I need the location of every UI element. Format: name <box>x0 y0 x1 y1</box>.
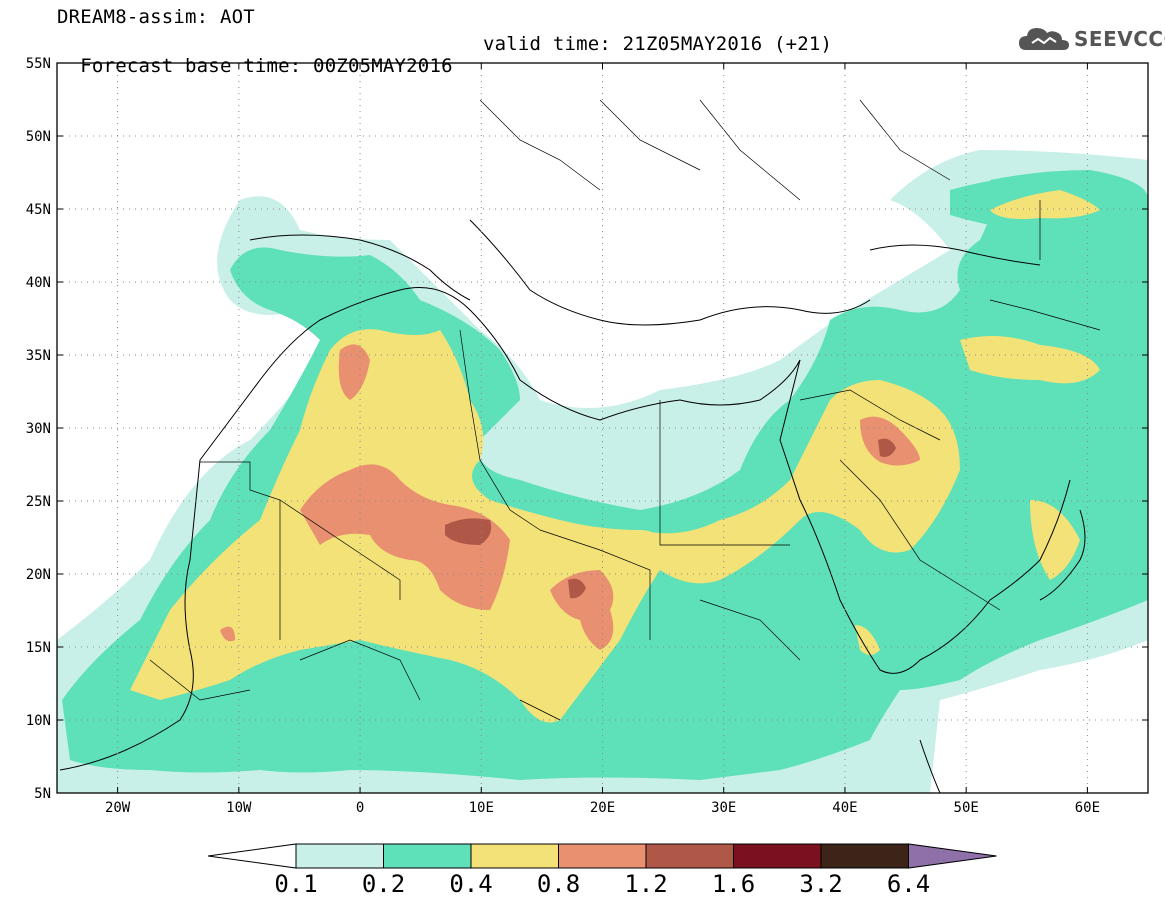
colorbar-segment <box>645 843 734 869</box>
lat-tick-label: 15N <box>26 640 51 656</box>
aot-field <box>57 150 1148 793</box>
seevccc-logo: SEEVCCC <box>1018 24 1165 54</box>
colorbar-under-triangle <box>207 843 297 869</box>
colorbar-segment <box>470 843 559 869</box>
lon-tick-label: 0 <box>356 800 364 816</box>
lon-tick-label: 50E <box>954 800 979 816</box>
colorbar-label: 0.1 <box>274 870 317 898</box>
aot-contour-0.8 <box>220 344 920 650</box>
colorbar-label: 6.4 <box>887 870 930 898</box>
product-title: DREAM8-assim: AOT <box>57 6 255 28</box>
lat-tick-label: 10N <box>26 713 51 729</box>
colorbar-label: 1.6 <box>712 870 755 898</box>
lon-tick-label: 10W <box>226 800 252 816</box>
lon-tick-label: 60E <box>1075 800 1100 816</box>
lat-tick-label: 5N <box>34 786 51 802</box>
country-borders <box>149 99 1101 721</box>
lat-tick-label: 40N <box>26 275 51 291</box>
colorbar-segment <box>558 843 647 869</box>
lon-tick-label: 40E <box>832 800 857 816</box>
colorbar-label: 1.2 <box>624 870 667 898</box>
lat-tick-label: 55N <box>26 56 51 72</box>
valid-time: valid time: 21Z05MAY2016 (+21) <box>483 33 833 55</box>
colorbar-label: 3.2 <box>799 870 842 898</box>
lat-tick-label: 20N <box>26 567 51 583</box>
colorbar-segment <box>820 843 909 869</box>
lon-tick-label: 10E <box>469 800 494 816</box>
lat-tick-label: 50N <box>26 129 51 145</box>
lon-tick-label: 20W <box>105 800 131 816</box>
colorbar-label: 0.2 <box>362 870 405 898</box>
cloud-icon <box>1019 28 1069 50</box>
colorbar: 0.1 0.2 0.4 0.8 1.2 1.6 3.2 6.4 <box>207 843 997 898</box>
colorbar-label: 0.4 <box>449 870 492 898</box>
lat-tick-label: 45N <box>26 202 51 218</box>
time-info: Forecast base time: 00Z05MAY2016 valid t… <box>57 33 832 99</box>
lon-tick-label: 30E <box>711 800 736 816</box>
colorbar-segment <box>383 843 472 869</box>
logo-text: SEEVCCC <box>1074 27 1165 51</box>
colorbar-label: 0.8 <box>537 870 580 898</box>
lat-tick-label: 35N <box>26 348 51 364</box>
lon-tick-label: 20E <box>590 800 615 816</box>
lat-tick-label: 30N <box>26 421 51 437</box>
aot-contour-1.2 <box>445 438 896 599</box>
colorbar-segment <box>733 843 822 869</box>
coastlines <box>59 219 1086 793</box>
colorbar-segment <box>295 843 384 869</box>
longitude-axis: 20W 10W 0 10E 20E 30E 40E 50E 60E <box>105 63 1100 816</box>
lat-tick-label: 25N <box>26 494 51 510</box>
latitude-axis: 5N 10N 15N 20N 25N 30N 35N 40N 45N 50N 55N <box>26 56 1148 802</box>
forecast-base-time: Forecast base time: 00Z05MAY2016 <box>80 55 453 77</box>
colorbar-over-triangle <box>908 843 997 869</box>
